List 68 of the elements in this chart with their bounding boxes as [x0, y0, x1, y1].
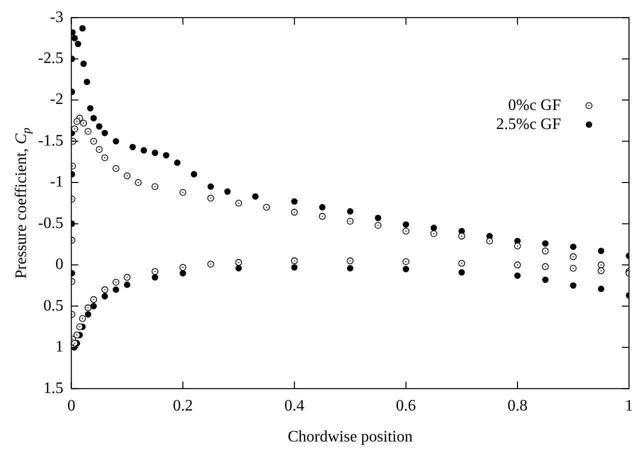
point: [124, 172, 130, 180]
y-tick-label: 0.5: [43, 297, 64, 314]
y-tick-label: -2.5: [38, 50, 64, 68]
point: [84, 128, 92, 135]
point: [76, 323, 84, 330]
point: [570, 253, 577, 260]
y-axis-title: Pressure coefficient, Cp: [13, 128, 33, 279]
point: [112, 165, 120, 172]
point: [90, 138, 98, 145]
point: [101, 154, 108, 162]
point: [598, 267, 605, 274]
point: [84, 304, 92, 312]
point: [235, 200, 242, 206]
point: [430, 230, 438, 238]
point: [486, 238, 493, 244]
point: [112, 278, 120, 286]
point: [598, 262, 605, 268]
x-tick-label: 0.8: [507, 397, 528, 414]
y-tick-label: 0: [55, 256, 64, 274]
point: [346, 218, 354, 225]
point: [542, 263, 549, 270]
point: [514, 242, 521, 250]
point: [570, 264, 577, 272]
point: [80, 120, 87, 127]
point: [101, 286, 108, 294]
legend-label: 2.5%c GF: [496, 116, 562, 133]
point: [290, 257, 298, 264]
y-tick-label: -0.5: [38, 214, 64, 232]
point: [318, 212, 326, 220]
point: [79, 315, 86, 322]
point: [458, 260, 466, 267]
x-tick-label: 0.2: [172, 397, 193, 414]
point: [458, 232, 466, 240]
point: [134, 179, 142, 186]
point: [90, 296, 98, 303]
point: [124, 274, 130, 281]
point: [402, 228, 410, 235]
legend-label: 0%c GF: [508, 96, 562, 114]
y-tick-label: -2: [50, 91, 64, 108]
point: [71, 126, 78, 132]
point: [402, 258, 410, 266]
point: [263, 204, 270, 211]
point: [207, 260, 214, 268]
y-tick-label: 1.5: [43, 380, 64, 397]
point: [514, 262, 521, 268]
y-tick-label: -3: [50, 8, 64, 26]
x-axis-title: Chordwise position: [288, 428, 413, 446]
point: [290, 208, 298, 216]
point: [96, 146, 103, 153]
x-tick-label: 1: [625, 397, 633, 414]
y-tick-label: -1: [50, 174, 64, 191]
point: [179, 188, 186, 196]
point: [179, 264, 186, 271]
point: [71, 340, 78, 347]
point: [374, 222, 382, 229]
y-tick-label: -1.5: [38, 132, 64, 150]
point: [152, 183, 158, 190]
x-tick-label: 0.4: [284, 397, 304, 414]
point: [74, 332, 80, 338]
point: [152, 268, 158, 275]
point: [235, 259, 242, 266]
x-tick-label: 0.6: [396, 397, 416, 414]
point: [207, 194, 214, 202]
point: [346, 257, 354, 264]
point: [74, 118, 80, 125]
y-tick-label: 1: [55, 338, 64, 356]
point: [542, 248, 549, 254]
x-tick-label: 0: [67, 397, 76, 414]
